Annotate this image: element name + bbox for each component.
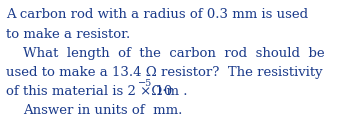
Text: Ω·m .: Ω·m .	[147, 85, 187, 98]
Text: to make a resistor.: to make a resistor.	[6, 28, 130, 41]
Text: Answer in units of  mm.: Answer in units of mm.	[23, 105, 183, 117]
Text: −5: −5	[138, 79, 152, 89]
Text: A carbon rod with a radius of 0.3 mm is used: A carbon rod with a radius of 0.3 mm is …	[6, 9, 308, 21]
Text: used to make a 13.4 Ω resistor?  The resistivity: used to make a 13.4 Ω resistor? The resi…	[6, 66, 323, 79]
Text: What  length  of  the  carbon  rod  should  be: What length of the carbon rod should be	[23, 47, 325, 60]
Text: of this material is 2 × 10: of this material is 2 × 10	[6, 85, 172, 98]
